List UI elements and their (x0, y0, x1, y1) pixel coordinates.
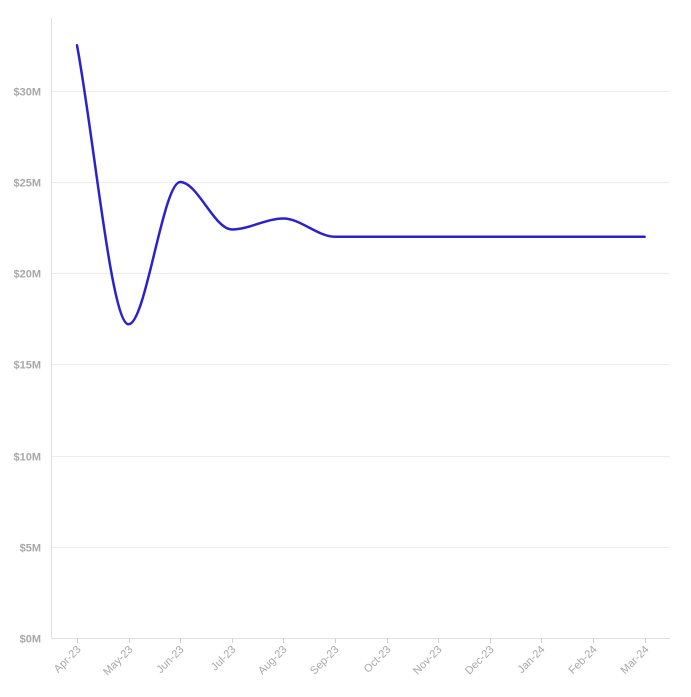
x-tick-label: Feb-24 (566, 644, 599, 677)
y-tick-label: $30M (13, 87, 41, 99)
y-tick-label: $20M (13, 269, 41, 281)
y-tick-label: $15M (13, 360, 41, 372)
x-tick-label: Mar-24 (618, 644, 651, 677)
x-tick-label: Apr-23 (52, 644, 84, 676)
y-axis-tick-labels: $0M $5M $10M $15M $20M $25M $30M (13, 87, 41, 646)
axes (51, 18, 670, 643)
x-tick-label: Jan-24 (515, 644, 547, 676)
x-tick-label: Nov-23 (411, 644, 445, 678)
x-tick-label: Oct-23 (362, 644, 394, 676)
grid-lines (51, 91, 670, 548)
y-tick-label: $25M (13, 178, 41, 190)
y-tick-label: $10M (13, 452, 41, 464)
y-tick-label: $5M (20, 543, 41, 555)
x-tick-label: May-23 (101, 644, 135, 678)
x-tick-label: Jul-23 (209, 644, 239, 674)
x-tick-label: Aug-23 (256, 644, 290, 678)
series-group (75, 43, 646, 326)
x-tick-label: Dec-23 (463, 644, 497, 678)
x-axis-tick-labels: Apr-23 May-23 Jun-23 Jul-23 Aug-23 Sep-23 Oct-… (52, 644, 652, 678)
series-line (75, 43, 646, 326)
x-tick-label: Sep-23 (308, 644, 342, 678)
y-tick-label: $0M (20, 634, 41, 646)
x-tick-label: Jun-23 (154, 644, 186, 676)
